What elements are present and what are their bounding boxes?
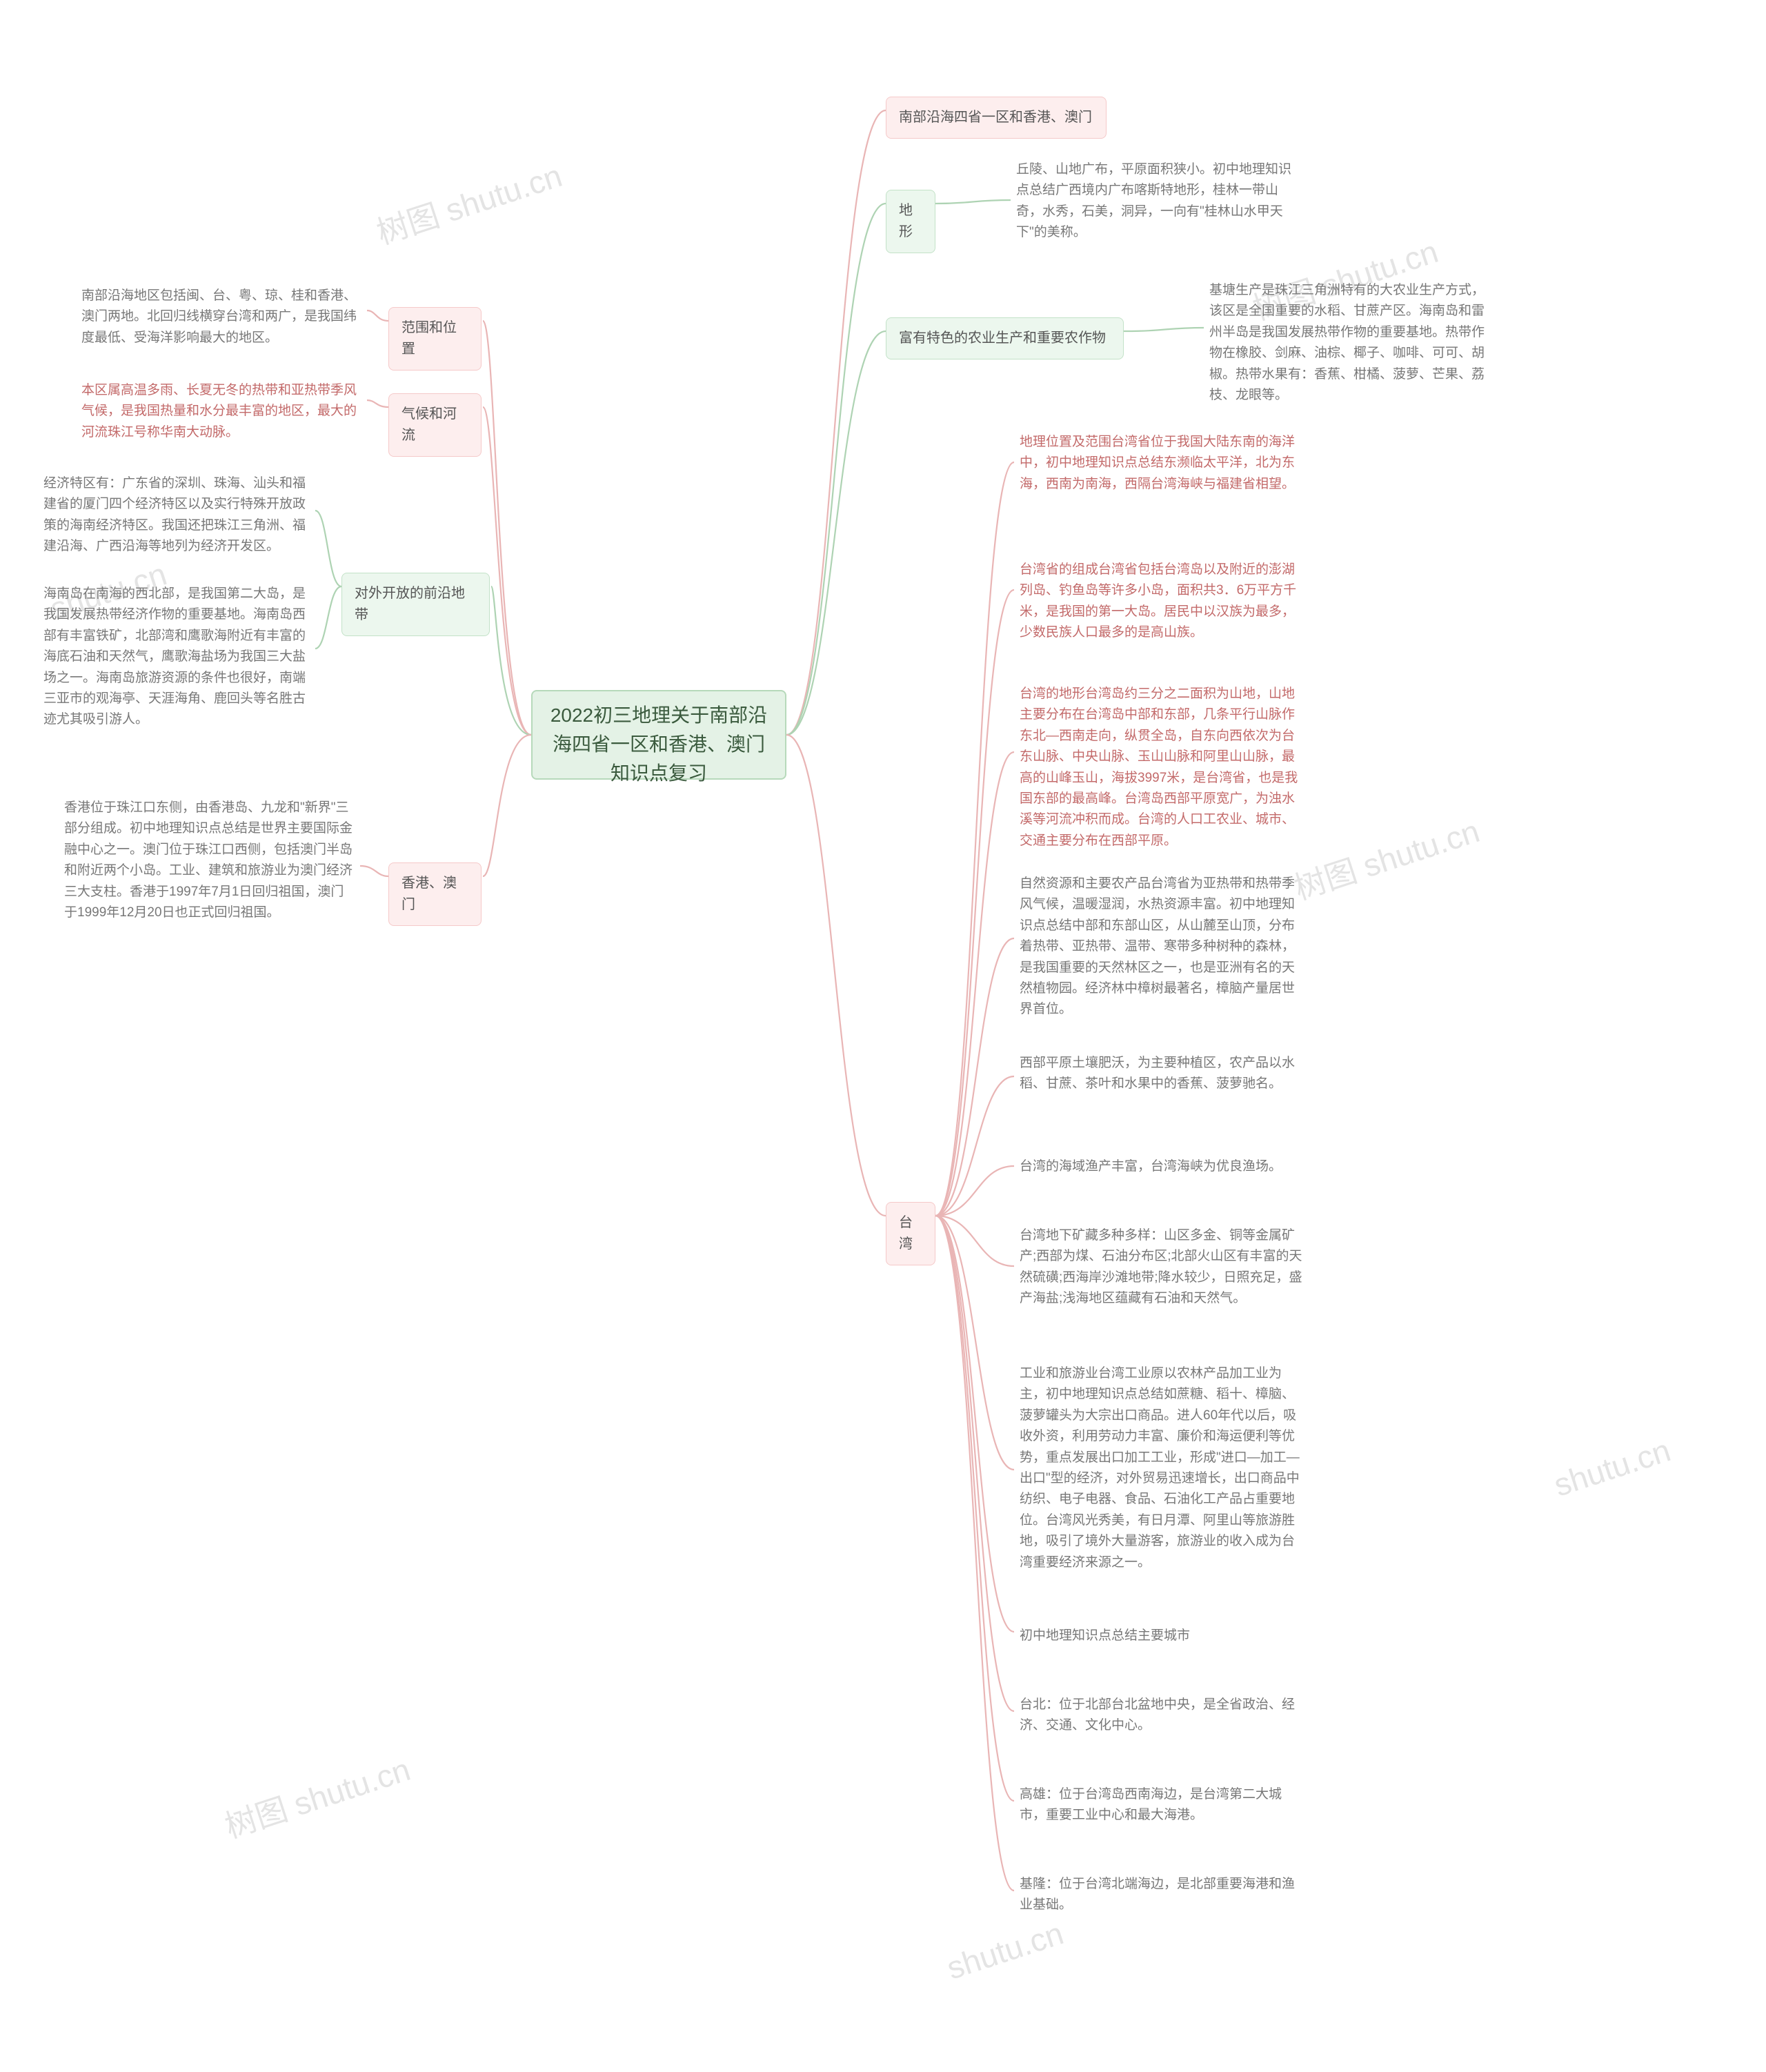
leaf-climate-1: 本区属高温多雨、长夏无冬的热带和亚热带季风气候，是我国热量和水分最丰富的地区，最…: [76, 376, 366, 447]
leaf-tw-5: 西部平原土壤肥沃，为主要种植区，农产品以水稻、甘蔗、茶叶和水果中的香蕉、菠萝驰名…: [1014, 1049, 1311, 1099]
leaf-tw-3: 台湾的地形台湾岛约三分之二面积为山地，山地主要分布在台湾岛中部和东部，几条平行山…: [1014, 680, 1311, 856]
branch-scope[interactable]: 范围和位置: [388, 307, 482, 371]
branch-agri[interactable]: 富有特色的农业生产和重要农作物: [886, 317, 1124, 359]
branch-south[interactable]: 南部沿海四省一区和香港、澳门: [886, 97, 1107, 139]
leaf-terrain-1: 丘陵、山地广布，平原面积狭小。初中地理知识点总结广西境内广布喀斯特地形，桂林一带…: [1011, 155, 1307, 248]
branch-taiwan[interactable]: 台湾: [886, 1202, 935, 1265]
watermark: 树图 shutu.cn: [370, 151, 567, 254]
leaf-tw-1: 地理位置及范围台湾省位于我国大陆东南的海洋中，初中地理知识点总结东濒临太平洋，北…: [1014, 428, 1311, 499]
leaf-tw-10: 台北：位于北部台北盆地中央，是全省政治、经济、交通、文化中心。: [1014, 1690, 1311, 1741]
watermark: shutu.cn: [1549, 1431, 1675, 1503]
leaf-tw-12: 基隆：位于台湾北端海边，是北部重要海港和渔业基础。: [1014, 1870, 1311, 1920]
leaf-tw-4: 自然资源和主要农产品台湾省为亚热带和热带季风气候，温暖湿润，水热资源丰富。初中地…: [1014, 869, 1311, 1025]
leaf-tw-7: 台湾地下矿藏多种多样：山区多金、铜等金属矿产;西部为煤、石油分布区;北部火山区有…: [1014, 1221, 1311, 1314]
leaf-agri-1: 基塘生产是珠江三角洲特有的大农业生产方式，该区是全国重要的水稻、甘蔗产区。海南岛…: [1204, 276, 1500, 410]
branch-climate[interactable]: 气候和河流: [388, 393, 482, 457]
watermark: shutu.cn: [942, 1914, 1068, 1986]
leaf-tw-9: 初中地理知识点总结主要城市: [1014, 1621, 1311, 1650]
leaf-scope-1: 南部沿海地区包括闽、台、粤、琼、桂和香港、澳门两地。北回归线横穿台湾和两广，是我…: [76, 282, 366, 353]
leaf-tw-6: 台湾的海域渔产丰富，台湾海峡为优良渔场。: [1014, 1152, 1311, 1181]
leaf-tw-2: 台湾省的组成台湾省包括台湾岛以及附近的澎湖列岛、钓鱼岛等许多小岛，面积共3．6万…: [1014, 555, 1311, 648]
branch-open[interactable]: 对外开放的前沿地带: [341, 573, 490, 636]
branch-terrain[interactable]: 地形: [886, 190, 935, 253]
watermark: 树图 shutu.cn: [219, 1745, 415, 1848]
leaf-tw-8: 工业和旅游业台湾工业原以农林产品加工业为主，初中地理知识点总结如蔗糖、稻十、樟脑…: [1014, 1359, 1311, 1577]
leaf-tw-11: 高雄：位于台湾岛西南海边，是台湾第二大城市，重要工业中心和最大海港。: [1014, 1780, 1311, 1831]
leaf-open-2: 海南岛在南海的西北部，是我国第二大岛，是我国发展热带经济作物的重要基地。海南岛西…: [38, 580, 314, 735]
center-node[interactable]: 2022初三地理关于南部沿海四省一区和香港、澳门知识点复习: [531, 690, 786, 780]
watermark: 树图 shutu.cn: [1288, 807, 1485, 909]
branch-hkmo[interactable]: 香港、澳门: [388, 862, 482, 926]
leaf-open-1: 经济特区有：广东省的深圳、珠海、汕头和福建省的厦门四个经济特区以及实行特殊开放政…: [38, 469, 314, 562]
leaf-hkmo-1: 香港位于珠江口东侧，由香港岛、九龙和"新界"三部分组成。初中地理知识点总结是世界…: [59, 793, 359, 927]
